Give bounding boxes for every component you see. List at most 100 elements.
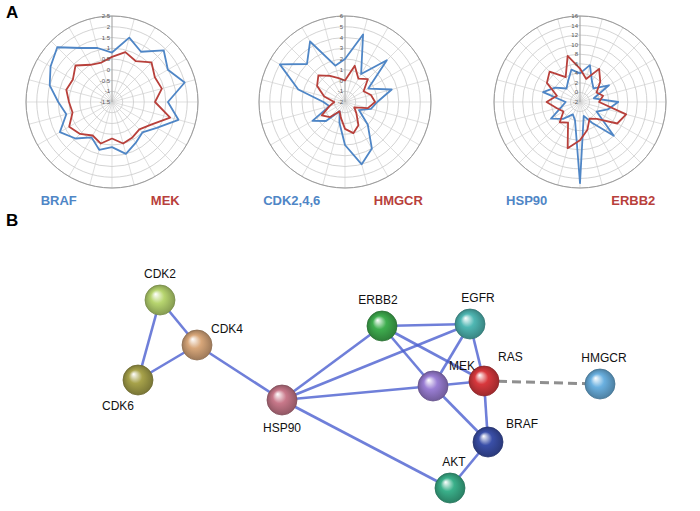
legend-label: MEK: [151, 193, 181, 208]
tick-label: 16: [571, 13, 578, 19]
series-line: [50, 38, 185, 154]
spoke: [497, 102, 580, 124]
spoke: [345, 102, 431, 103]
spoke: [112, 19, 134, 102]
tick-label: 2: [340, 56, 344, 62]
spoke: [302, 28, 345, 102]
series-group: [280, 35, 392, 165]
node-label: BRAF: [506, 417, 538, 431]
tick-label: 2: [107, 24, 111, 30]
spoke: [90, 19, 112, 102]
edges: [138, 300, 600, 488]
node-label: HMGCR: [581, 351, 627, 365]
spoke: [519, 102, 580, 163]
edge: [484, 381, 600, 384]
axis-domain: [26, 16, 198, 188]
spoke: [580, 102, 666, 103]
edge: [282, 386, 433, 400]
spoke: [494, 102, 580, 103]
edge: [282, 400, 450, 488]
spoke: [345, 102, 388, 176]
tick-label: 0: [575, 89, 579, 95]
spoke: [112, 102, 113, 188]
tick-label: 3: [340, 45, 344, 51]
spoke: [345, 41, 406, 102]
legend-label: ERBB2: [611, 193, 655, 208]
radar-chart: -2-10123456CDK2,4,6HMGCR: [259, 13, 431, 208]
tick-labels: -20246810121416: [571, 13, 578, 105]
node: [585, 369, 615, 399]
node-label: MEK: [449, 359, 475, 373]
tick-label: 6: [340, 13, 344, 19]
spoke: [112, 102, 155, 176]
spoke: [262, 80, 345, 102]
spoke: [284, 102, 345, 163]
node: [182, 330, 212, 360]
node-label: CDK2: [144, 267, 176, 281]
series-line: [66, 52, 170, 143]
series-line: [543, 65, 618, 183]
node-label: RAS: [498, 350, 523, 364]
series-group: [50, 38, 185, 154]
tick-label: -1: [338, 88, 344, 94]
tick-label: 14: [571, 23, 578, 29]
tick-label: 1: [107, 45, 111, 51]
tick-label: 4: [340, 35, 344, 41]
node: [418, 371, 448, 401]
node: [473, 427, 503, 457]
series-line: [317, 66, 375, 133]
spoke: [537, 102, 580, 176]
tick-labels: -2-10123456: [338, 13, 344, 105]
spoke: [345, 59, 419, 102]
panel-label: B: [6, 211, 18, 230]
spoke: [345, 28, 388, 102]
series-line: [547, 56, 627, 148]
axis-domain: [494, 16, 666, 188]
node-label: CDK4: [211, 322, 243, 336]
legend-label: BRAF: [41, 193, 77, 208]
node-label: EGFR: [461, 291, 495, 305]
spoke: [558, 19, 580, 102]
spoke: [345, 80, 428, 102]
tick-label: 12: [571, 32, 578, 38]
spoke: [112, 80, 195, 102]
radial-axis: [112, 16, 113, 102]
axis-domain: [259, 16, 431, 188]
figure-svg: AB-1.5-1-0.500.511.522.5BRAFMEK-2-101234…: [0, 0, 700, 511]
tick-label: 5: [340, 24, 344, 30]
spoke: [112, 16, 113, 102]
spoke: [580, 19, 602, 102]
tick-labels: -1.5-1-0.500.511.522.5: [100, 13, 111, 105]
grid: [26, 16, 198, 188]
tick-label: -1.5: [100, 99, 111, 105]
tick-label: 10: [571, 42, 578, 48]
tick-label: 4: [575, 70, 579, 76]
node-label: HSP90: [263, 421, 301, 435]
figure: AB-1.5-1-0.500.511.522.5BRAFMEK-2-101234…: [0, 0, 700, 511]
node: [267, 385, 297, 415]
spoke: [537, 28, 580, 102]
spoke: [112, 102, 186, 145]
node: [123, 365, 153, 395]
node-label: AKT: [442, 455, 466, 469]
spoke: [112, 59, 186, 102]
grid-ring: [26, 16, 198, 188]
spoke: [323, 19, 345, 102]
legend-label: HSP90: [506, 193, 547, 208]
panel-label: A: [6, 3, 18, 22]
node: [435, 473, 465, 503]
tick-label: -1: [105, 88, 111, 94]
radar-chart: -1.5-1-0.500.511.522.5BRAFMEK: [26, 13, 198, 208]
legend-label: CDK2,4,6: [263, 193, 320, 208]
node: [367, 311, 397, 341]
grid-ring: [259, 16, 431, 188]
radar-chart: -20246810121416HSP90ERBB2: [494, 13, 666, 208]
tick-label: 1: [340, 67, 344, 73]
tick-label: 1.5: [102, 35, 111, 41]
series-group: [543, 56, 626, 183]
tick-label: 8: [575, 51, 579, 57]
spoke: [284, 41, 345, 102]
spoke: [112, 102, 195, 124]
node: [145, 285, 175, 315]
edge: [282, 326, 382, 400]
